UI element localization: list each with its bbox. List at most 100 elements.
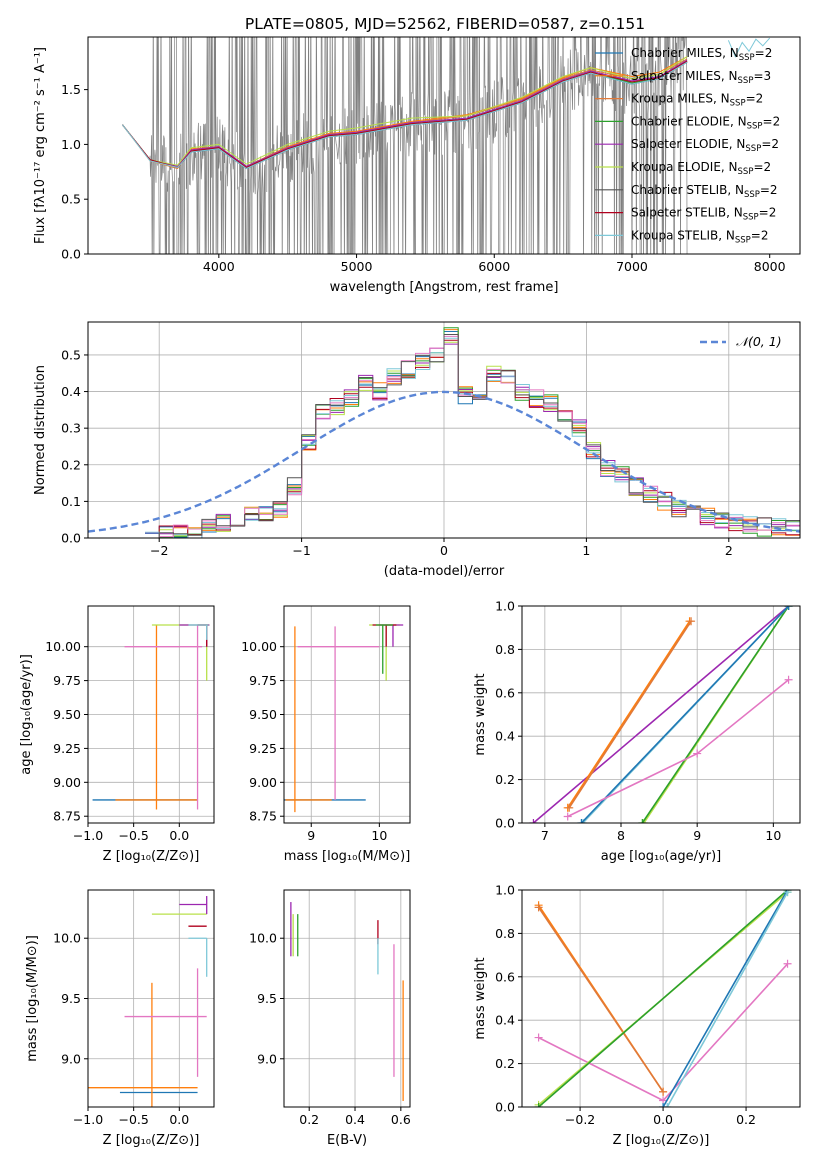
weight-marker-3-1	[534, 1033, 543, 1042]
axes-frame	[521, 605, 801, 824]
axes-frame	[87, 36, 801, 255]
legend-entry-5: Salpeter ELODIE, NSSP=2	[631, 137, 779, 154]
weight-marker-5-2	[784, 606, 793, 610]
x-tick-label: 0.2	[299, 1112, 319, 1127]
y-tick-label: 9.75	[249, 673, 277, 688]
y-tick-label: 9.25	[249, 741, 277, 756]
y-tick-label: 9.50	[53, 707, 81, 722]
x-axis-label: (data-model)/error	[384, 564, 505, 579]
y-axis-label: age [log₁₀(age/yr)]	[19, 654, 34, 775]
weight-marker-5-1	[534, 1103, 543, 1107]
age-vs-mass-panel: 9 10 8.75 9.00 9.25 9.50 9.75 10.00 mass [log₁₀(…	[241, 605, 411, 864]
legend-entry-9: Kroupa STELIB, NSSP=2	[631, 228, 769, 245]
y-tick-label: 0.8	[495, 642, 515, 657]
weight-marker-6-1	[659, 1103, 668, 1107]
weight-marker-2-1	[534, 903, 543, 912]
weight-marker-7-1	[565, 803, 574, 812]
weight-line-7	[666, 891, 789, 1107]
y-tick-label: 0.0	[61, 531, 81, 546]
x-tick-label: 6000	[478, 259, 510, 274]
weight-line-5	[538, 890, 789, 1107]
spectrum-plot-area	[122, 37, 771, 254]
x-tick-label: 0.0	[169, 828, 189, 843]
legend-entry-4: Chabrier ELODIE, NSSP=2	[631, 114, 780, 131]
x-axis-label: Z [log₁₀(Z/Z⊙)]	[103, 849, 200, 864]
y-tick-label: 0.4	[495, 729, 515, 744]
y-tick-label: 8.75	[249, 809, 277, 824]
weight-marker-3-3	[783, 959, 792, 968]
y-tick-label: 0.6	[495, 685, 515, 700]
model-line-5	[122, 59, 688, 167]
legend-entry-7: Chabrier STELIB, NSSP=2	[631, 183, 778, 200]
x-tick-label: 10	[765, 828, 781, 843]
x-tick-label: 9	[307, 828, 315, 843]
legend-entry-6: Kroupa ELODIE, NSSP=2	[631, 160, 771, 177]
x-tick-label: −0.5	[118, 1112, 148, 1127]
weight-marker-5-1	[577, 819, 586, 823]
weight-marker-3-1	[638, 819, 647, 823]
age-vs-Z-panel: −1.0 −0.5 0.0 8.75 9.00 9.25 9.50 9.75 10.00 Z [l…	[19, 605, 215, 864]
weight-marker-7-2	[687, 617, 696, 626]
x-tick-label: 0	[440, 543, 448, 558]
y-axis-label: Flux [fλ10⁻¹⁷ erg cm⁻² s⁻¹ A⁻¹]	[33, 47, 48, 244]
x-tick-label: 0.6	[391, 1112, 411, 1127]
mass-vs-Z-plot-area	[88, 896, 208, 1107]
massweight-vs-age-panel: 7 8 9 10 0.0 0.2 0.4 0.6 0.8 1.0 age [log₁₀(age/yr…	[473, 599, 801, 864]
x-tick-label: −1	[292, 543, 310, 558]
y-tick-label: 9.50	[249, 707, 277, 722]
y-axis-label: mass weight	[473, 957, 488, 1039]
x-tick-label: 0.4	[345, 1112, 365, 1127]
y-tick-label: 9.5	[257, 991, 277, 1006]
y-tick-label: 10.0	[249, 931, 277, 946]
y-tick-label: 9.75	[53, 673, 81, 688]
mass-vs-Z-panel: −1.0 −0.5 0.0 9.0 9.5 10.0 Z [log₁₀(Z/Z⊙)] mass…	[25, 889, 215, 1148]
axes-frame	[521, 889, 801, 1108]
weight-line-6	[567, 620, 691, 809]
model-line-6	[122, 56, 688, 166]
x-tick-label: 5000	[341, 259, 373, 274]
y-tick-label: 0.2	[495, 772, 515, 787]
x-tick-label: 0.0	[169, 1112, 189, 1127]
y-tick-label: 9.0	[257, 1051, 277, 1066]
y-tick-label: 1.0	[495, 883, 515, 898]
y-tick-label: 0.2	[495, 1056, 515, 1071]
x-tick-label: 10	[371, 828, 387, 843]
spectrum-panel: 4000 5000 6000 7000 8000 0.0 0.5 1.0 1.5 waveleng…	[33, 36, 801, 295]
y-tick-label: 0.3	[61, 421, 81, 436]
y-tick-label: 9.00	[249, 775, 277, 790]
y-tick-label: 0.4	[61, 384, 81, 399]
x-tick-label: 0.0	[653, 1112, 673, 1127]
y-tick-label: 0.1	[61, 494, 81, 509]
observed-spectrum-line	[149, 37, 688, 254]
y-tick-label: 0.0	[61, 247, 81, 262]
x-tick-label: 8	[617, 828, 625, 843]
weight-marker-7-2	[783, 890, 792, 897]
age-vs-mass-plot-area	[284, 624, 404, 813]
weight-line-2	[537, 906, 664, 1093]
massweight-vs-Z-plot-area	[534, 890, 792, 1107]
weight-line-1	[532, 606, 790, 823]
histogram-step-9	[145, 334, 800, 538]
x-tick-label: 4000	[203, 259, 235, 274]
x-tick-label: 7000	[616, 259, 648, 274]
weight-marker-7-1	[663, 1103, 672, 1107]
legend-entry-1: Chabrier MILES, NSSP=2	[631, 46, 772, 63]
weight-marker-8-1	[563, 812, 572, 821]
x-tick-label: −2	[150, 543, 168, 558]
x-tick-label: −1.0	[73, 828, 103, 843]
x-axis-label: wavelength [Angstrom, rest frame]	[330, 280, 559, 295]
x-tick-label: −0.2	[565, 1112, 595, 1127]
normal-reference-curve	[88, 390, 800, 533]
x-tick-label: 8000	[754, 259, 786, 274]
y-tick-label: 9.0	[61, 1051, 81, 1066]
weight-line-3	[641, 606, 790, 823]
x-tick-label: 9	[693, 828, 701, 843]
x-axis-label: age [log₁₀(age/yr)]	[601, 849, 722, 864]
weight-marker-8-2	[693, 749, 702, 758]
y-tick-label: 10.0	[53, 931, 81, 946]
weight-marker-2-2	[659, 1087, 668, 1096]
legend-entry-8: Salpeter STELIB, NSSP=2	[631, 206, 776, 223]
weight-line-5	[580, 606, 790, 823]
y-tick-label: 10.00	[241, 639, 277, 654]
